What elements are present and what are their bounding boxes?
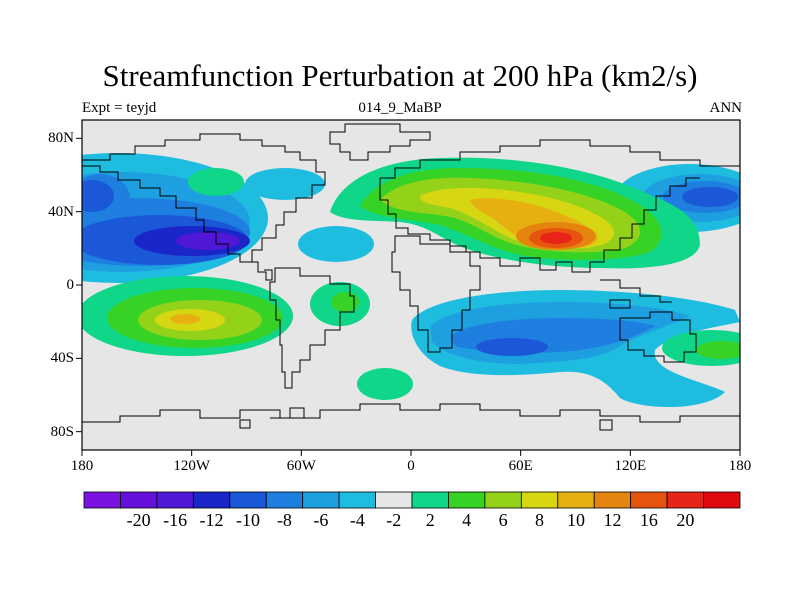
colorbar-tick-label: -20 [126,510,151,530]
plot-title: Streamfunction Perturbation at 200 hPa (… [102,58,698,93]
colorbar-bin [375,491,413,509]
colorbar-bin [229,491,267,509]
contour-tasman-high [662,330,740,366]
colorbar [83,491,741,509]
colorbar-bin [120,491,158,509]
contour-south-pacific-high [82,276,293,356]
colorbar-bin [156,491,194,509]
contour-south-atlantic-high [357,368,413,400]
colorbar-tick-label: -2 [386,510,402,530]
colorbar-tick-label: -8 [276,510,292,530]
contour-eurasia-high [330,157,700,269]
lat-tick-label: 40S [50,350,74,367]
lon-tick-label: 0 [407,458,415,474]
case-label: 014_9_MaBP [358,100,442,116]
colorbar-bin [338,491,376,509]
colorbar-tick-label: 2 [425,510,435,530]
colorbar-bin [265,491,304,509]
colorbar-tick-label: -6 [313,510,329,530]
experiment-label: Expt = teyjd [82,100,157,116]
latitude-ticks [76,137,82,433]
coastlines [82,123,740,431]
colorbar-bin [703,491,741,509]
contour-pacific-high-small [188,168,244,196]
colorbar-bin [192,491,231,509]
colorbar-tick-label: 16 [639,510,658,530]
colorbar-bin [411,491,449,509]
colorbar-bin [302,491,340,509]
longitude-ticks [81,450,741,456]
colorbar-bin [448,491,486,509]
season-label: ANN [709,100,743,116]
lat-tick-label: 40N [48,203,74,220]
lat-tick-label: 80S [50,423,74,440]
colorbar-tick-label: 20 [676,510,695,530]
contour-north-pacific-low [82,153,268,283]
lon-tick-label: 180 [70,458,94,474]
contour-south-america-high [310,282,370,326]
colorbar-bin [557,491,595,509]
colorbar-tick-label: 12 [603,510,622,530]
lon-tick-label: 60W [286,458,316,474]
colorbar-tick-label: 10 [567,510,585,530]
colorbar-tick-label: 8 [535,510,545,530]
colorbar-bin [484,491,522,509]
colorbar-bin [630,491,668,509]
lon-tick-label: 180 [728,458,752,474]
lon-tick-label: 60E [508,458,533,474]
colorbar-tick-label: 4 [462,510,472,530]
contour-atlantic-low [245,168,374,262]
colorbar-bin [83,491,121,509]
colorbar-tick-label: -4 [349,510,365,530]
lat-tick-label: 80N [48,130,74,147]
lon-tick-label: 120E [614,458,647,474]
colorbar-bin [593,491,632,509]
colorbar-tick-label: -12 [199,510,224,530]
colorbar-tick-label: 6 [498,510,508,530]
lat-tick-label: 0 [66,277,75,293]
colorbar-bin [666,491,704,509]
colorbar-bin [520,491,559,509]
lon-tick-label: 120W [173,458,210,474]
colorbar-tick-label: -16 [163,510,188,530]
colorbar-tick-label: -10 [236,510,260,530]
